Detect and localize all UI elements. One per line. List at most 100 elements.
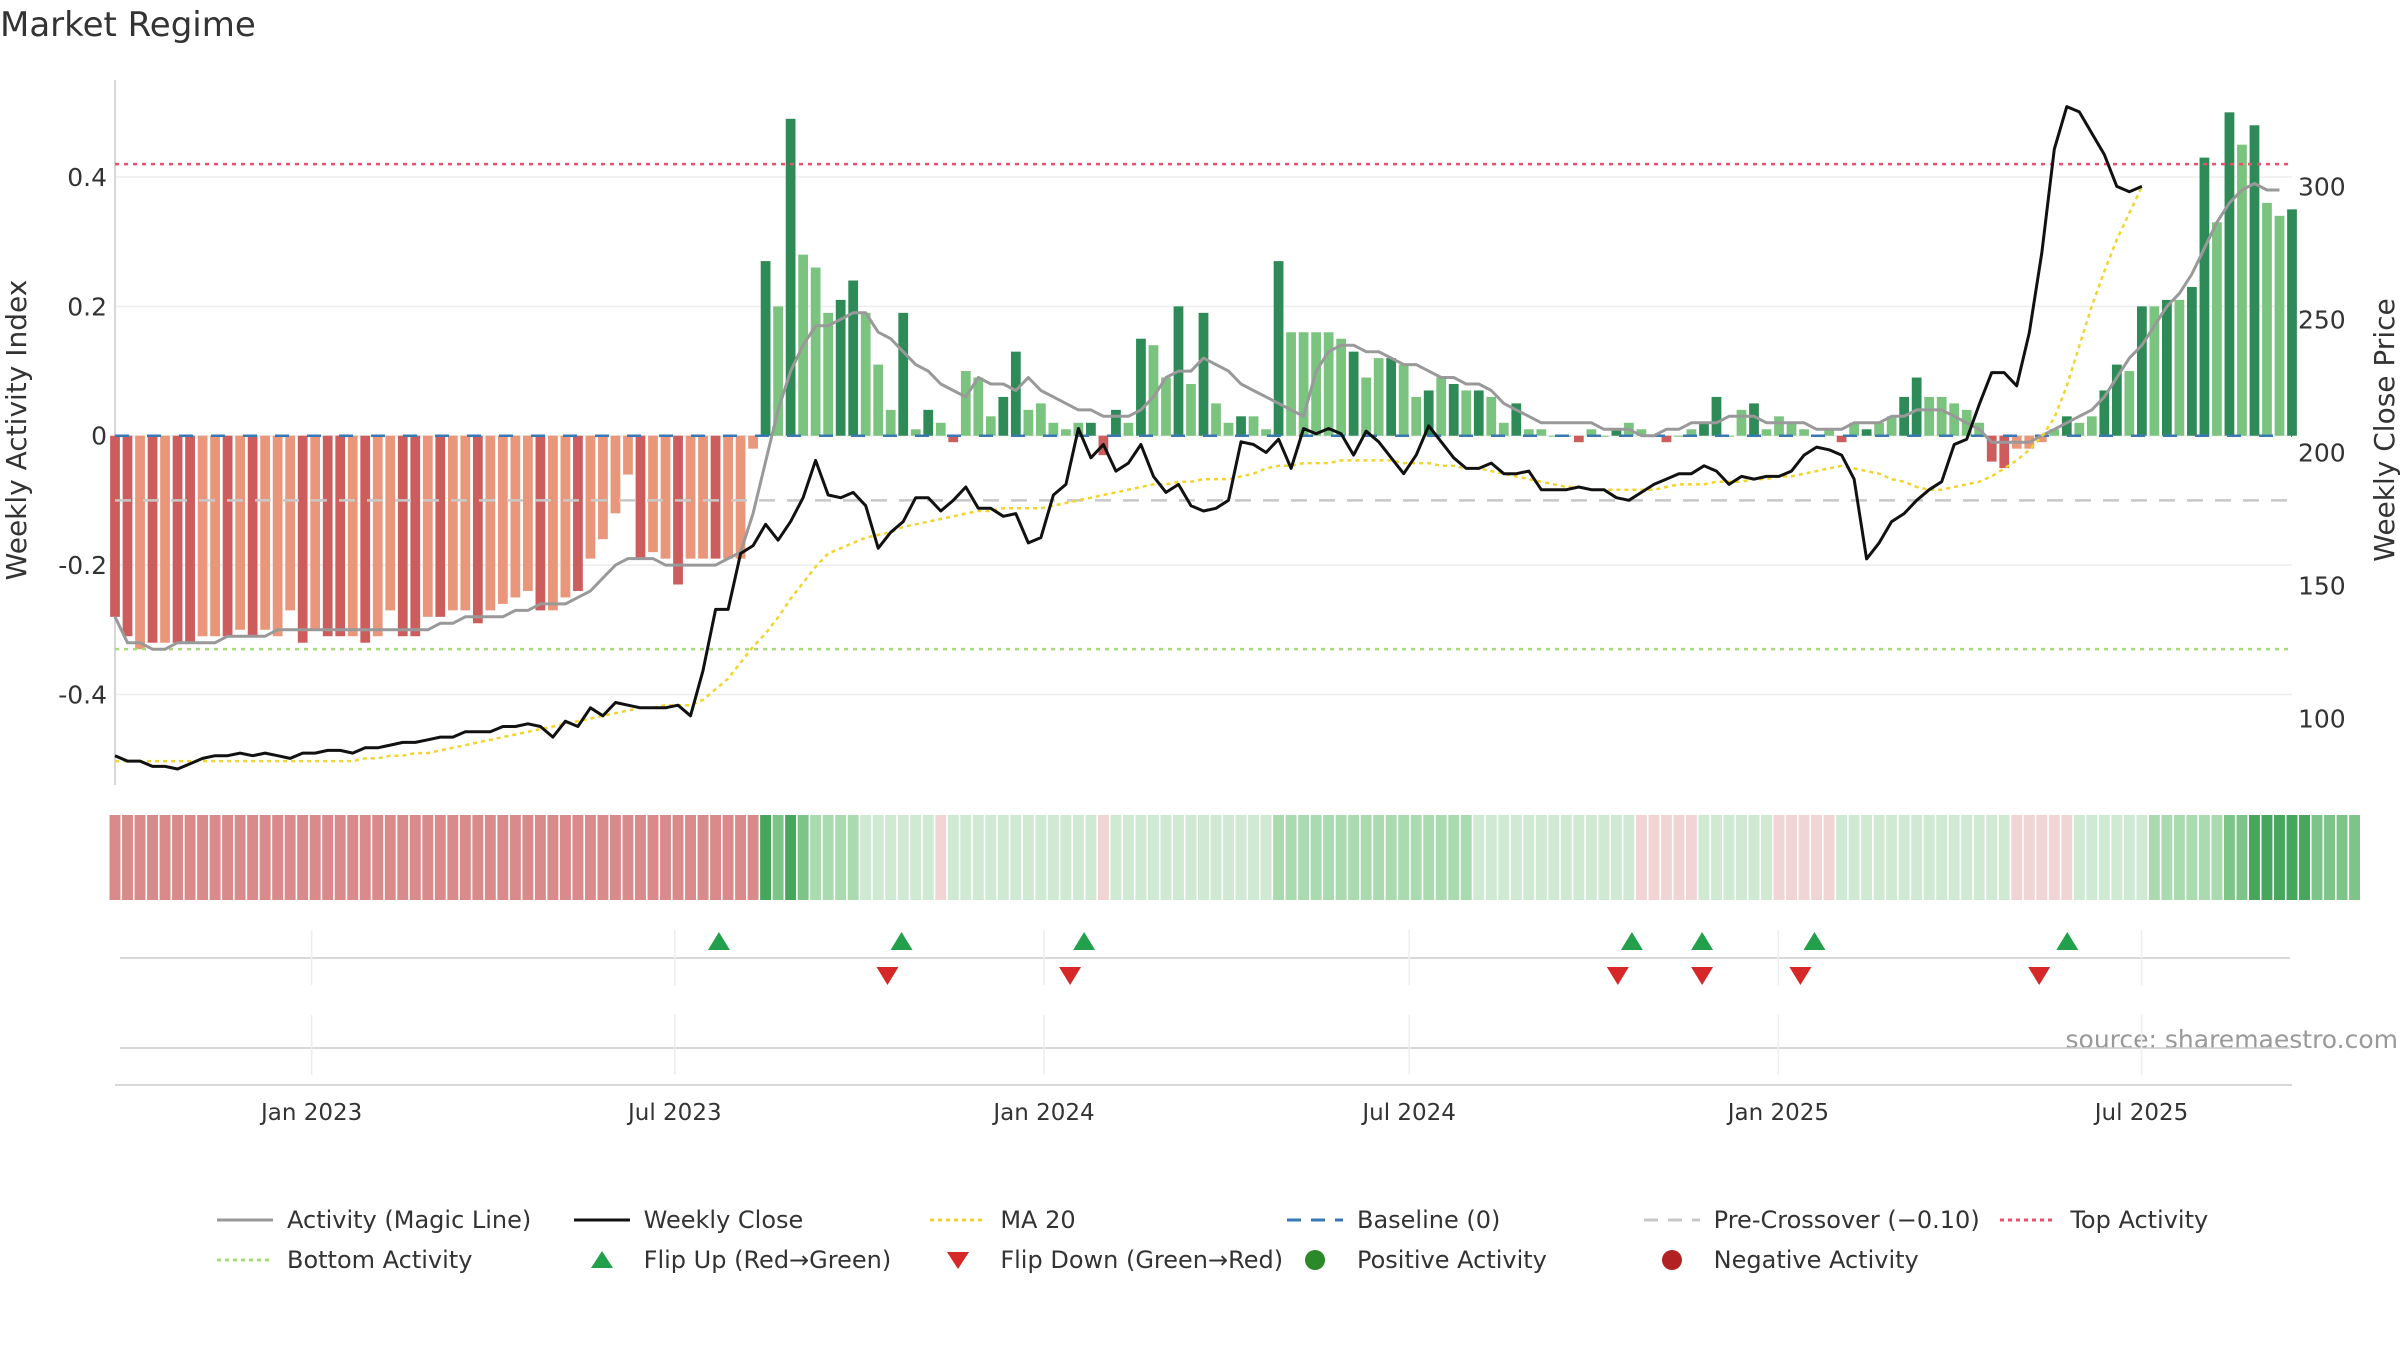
flip-down-marker xyxy=(1606,967,1629,985)
regime-cell xyxy=(1986,815,1998,900)
regime-cell xyxy=(1548,815,1560,900)
activity-bar xyxy=(447,435,458,611)
activity-bar xyxy=(2149,306,2160,436)
regime-cell xyxy=(1147,815,1159,900)
activity-bar xyxy=(1711,396,1722,436)
activity-bar xyxy=(2174,299,2185,436)
regime-cell xyxy=(2274,815,2285,900)
activity-bar xyxy=(1849,422,1859,436)
regime-cell xyxy=(1673,815,1685,900)
activity-bar xyxy=(2187,286,2197,436)
activity-bar xyxy=(297,435,308,643)
flip-up-marker xyxy=(1620,932,1643,950)
regime-cell xyxy=(2073,815,2085,900)
activity-bar xyxy=(1861,429,1872,436)
activity-bar xyxy=(310,435,321,630)
activity-bar xyxy=(1473,390,1484,436)
legend-item: MA 20 xyxy=(928,1205,1285,1235)
activity-bar xyxy=(2036,435,2047,443)
activity-bar xyxy=(2199,157,2210,436)
regime-cell xyxy=(359,815,371,900)
activity-bar xyxy=(1211,403,1221,436)
activity-bar xyxy=(335,435,346,637)
activity-bar xyxy=(1799,429,1809,436)
legend: Activity (Magic Line) Weekly Close MA 20 Ba… xyxy=(215,1205,2355,1275)
activity-bar xyxy=(923,409,934,436)
regime-cell xyxy=(2349,815,2361,900)
activity-bar xyxy=(2124,371,2135,436)
activity-bar xyxy=(1236,416,1246,436)
activity-bar xyxy=(397,435,408,637)
activity-bar xyxy=(1999,435,2010,469)
regime-cell xyxy=(1122,815,1134,900)
activity-bar xyxy=(1786,422,1797,436)
activity-bar xyxy=(2074,422,2085,436)
regime-cell xyxy=(1460,815,1472,900)
regime-cell xyxy=(2023,815,2035,900)
activity-bar xyxy=(385,435,396,611)
activity-bar xyxy=(1010,351,1021,436)
activity-bar xyxy=(1674,435,1684,437)
legend-item: Flip Up (Red→Green) xyxy=(572,1245,929,1275)
regime-cell xyxy=(109,815,121,900)
regime-cell xyxy=(1886,815,1898,900)
regime-cell xyxy=(2249,815,2260,900)
regime-cell xyxy=(2173,815,2185,900)
activity-bar xyxy=(1586,429,1597,436)
regime-cell xyxy=(1648,815,1660,900)
activity-bar xyxy=(522,435,533,591)
regime-cell xyxy=(1185,815,1197,900)
regime-cell xyxy=(1410,815,1422,900)
regime-cell xyxy=(1748,815,1760,900)
activity-bar xyxy=(1186,383,1196,436)
legend-label: Baseline (0) xyxy=(1356,1206,1501,1234)
activity-bar xyxy=(960,371,971,436)
x-tick-label: Jul 2025 xyxy=(2093,1100,2189,1126)
regime-cell xyxy=(272,815,284,900)
regime-cell xyxy=(1398,815,1410,900)
regime-cell xyxy=(785,815,797,900)
activity-bar xyxy=(1148,345,1159,436)
activity-bar xyxy=(472,435,483,624)
regime-cell xyxy=(222,815,234,900)
activity-bar xyxy=(673,435,683,585)
regime-cell xyxy=(2048,815,2060,900)
regime-cell xyxy=(1423,815,1435,900)
activity-bar xyxy=(1386,358,1397,436)
activity-bar xyxy=(1123,422,1134,436)
regime-cell xyxy=(822,815,834,900)
activity-bar xyxy=(2111,364,2122,436)
activity-bar xyxy=(1949,403,1960,436)
legend-label: Pre-Crossover (−0.10) xyxy=(1713,1206,1980,1234)
activity-bar xyxy=(710,435,721,559)
regime-cell xyxy=(1323,815,1335,900)
legend-item: Pre-Crossover (−0.10) xyxy=(1642,1205,1999,1235)
regime-cell xyxy=(1723,815,1735,900)
y-left-tick-label: 0 xyxy=(91,422,107,451)
activity-bar xyxy=(1035,403,1046,436)
activity-bar xyxy=(648,435,658,553)
regime-cell xyxy=(1923,815,1935,900)
regime-cell xyxy=(1485,815,1497,900)
regime-strip xyxy=(109,815,2361,900)
regime-cell xyxy=(484,815,496,900)
regime-cell xyxy=(209,815,221,900)
regime-cell xyxy=(2186,815,2198,900)
regime-cell xyxy=(297,815,309,900)
regime-cell xyxy=(384,815,396,900)
regime-cell xyxy=(622,815,634,900)
regime-cell xyxy=(134,815,146,900)
regime-cell xyxy=(234,815,246,900)
regime-cell xyxy=(309,815,321,900)
activity-bar xyxy=(272,435,283,637)
y-right-axis-label: Weekly Close Price xyxy=(2368,298,2400,561)
legend-key-icon xyxy=(1304,1250,1325,1270)
legend-label: Bottom Activity xyxy=(287,1246,473,1274)
regime-cell xyxy=(597,815,609,900)
regime-cell xyxy=(685,815,696,900)
regime-cell xyxy=(1736,815,1747,900)
regime-cell xyxy=(1022,815,1034,900)
regime-cell xyxy=(2098,815,2110,900)
regime-cell xyxy=(1173,815,1184,900)
activity-bar xyxy=(873,364,884,436)
